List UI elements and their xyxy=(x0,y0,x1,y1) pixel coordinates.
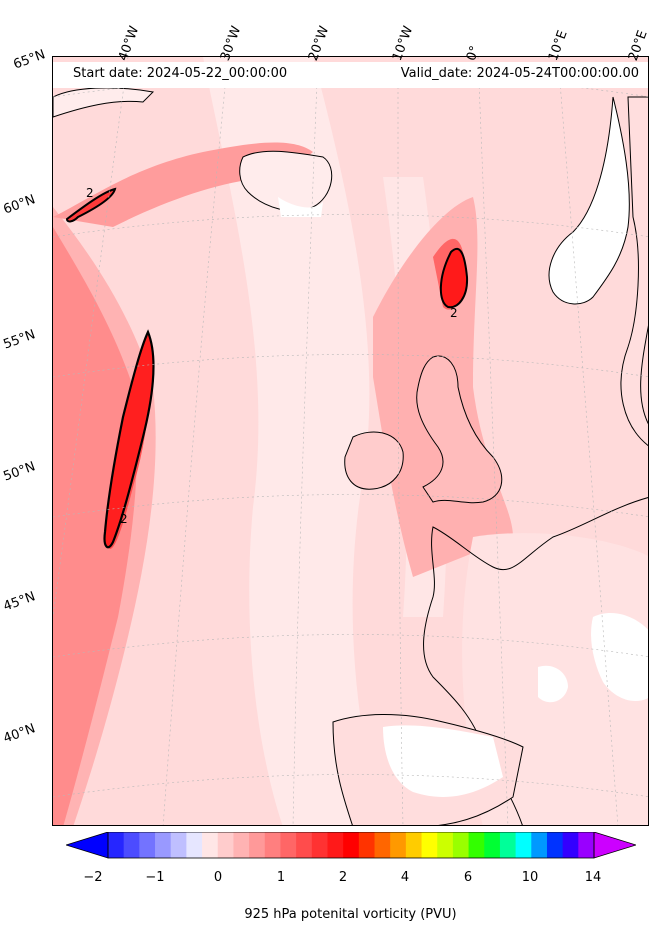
colorbar-segment xyxy=(515,832,532,858)
colorbar-title: 925 hPa potenital vorticity (PVU) xyxy=(244,907,457,922)
scandinavia-outline xyxy=(548,96,630,305)
iceland-outline xyxy=(239,150,333,212)
cb-tick-14: 14 xyxy=(584,870,602,885)
colorbar-segment xyxy=(499,832,517,858)
valid-date-label: Valid_date: 2024-05-24T00:00:00.00 xyxy=(400,66,639,81)
lat-label-55: 55°N xyxy=(1,327,38,353)
cb-tick-10: 10 xyxy=(521,870,539,885)
colorbar-segment xyxy=(390,832,407,858)
map-canvas xyxy=(53,57,648,825)
header-strip xyxy=(53,62,648,88)
cb-tick-0: 0 xyxy=(213,870,223,885)
cb-tick-minus1: −1 xyxy=(145,870,165,885)
colorbar-segment xyxy=(296,832,313,858)
lat-label-60: 60°N xyxy=(1,192,38,218)
lat-label-50: 50°N xyxy=(1,459,38,485)
colorbar-segment xyxy=(468,832,485,858)
map-panel xyxy=(52,56,649,826)
colorbar-segment xyxy=(437,832,454,858)
colorbar-segment xyxy=(202,832,219,858)
colorbar xyxy=(66,832,636,859)
contour-label-northsea: 2 xyxy=(450,306,458,320)
colorbar-segment xyxy=(233,832,250,858)
lat-label-65: 65°N xyxy=(11,47,48,73)
pv-low-band xyxy=(203,57,383,825)
pv-contour-west xyxy=(103,329,155,549)
iberia-blank xyxy=(383,725,503,797)
colorbar-segment xyxy=(452,832,470,858)
pv-west-band xyxy=(53,227,137,825)
colorbar-segment xyxy=(311,832,328,858)
colorbar-frame xyxy=(107,832,595,859)
colorbar-segments xyxy=(108,832,595,858)
colorbar-segment xyxy=(374,832,391,858)
colorbar-segment xyxy=(484,832,501,858)
colorbar-segment xyxy=(139,832,156,858)
cb-tick-6: 6 xyxy=(463,870,473,885)
colorbar-segment xyxy=(264,832,281,858)
cb-tick-1: 1 xyxy=(276,870,286,885)
greenland-outline xyxy=(53,87,155,118)
ireland-outline xyxy=(344,431,404,490)
cb-tick-minus2: −2 xyxy=(83,870,103,885)
colorbar-segment xyxy=(123,832,140,858)
colorbar-segment xyxy=(155,832,172,858)
colorbar-segment xyxy=(531,832,548,858)
colorbar-segment xyxy=(562,832,579,858)
start-date-label: Start date: 2024-05-22_00:00:00 xyxy=(73,66,288,81)
pv-contour-north xyxy=(65,187,117,223)
colorbar-segment xyxy=(280,832,297,858)
colorbar-segment xyxy=(405,832,423,858)
colorbar-segment xyxy=(358,832,376,858)
colorbar-segment xyxy=(217,832,234,858)
lat-label-45: 45°N xyxy=(1,589,38,615)
colorbar-segment xyxy=(421,832,438,858)
cb-tick-2: 2 xyxy=(338,870,348,885)
alps-blank-2 xyxy=(538,665,568,703)
colorbar-segment xyxy=(546,832,564,858)
pv-contour-northsea xyxy=(439,247,469,309)
contour-label-north: 2 xyxy=(86,186,94,200)
colorbar-segment xyxy=(186,832,203,858)
colorbar-min-arrow xyxy=(66,832,109,859)
alps-blank xyxy=(591,613,648,701)
colorbar-segment xyxy=(578,832,595,858)
colorbar-max-arrow xyxy=(593,832,636,859)
contour-label-west: 2 xyxy=(120,512,128,526)
sweden-outline xyxy=(620,96,648,446)
colorbar-segment xyxy=(249,832,266,858)
cb-tick-4: 4 xyxy=(400,870,410,885)
colorbar-segment xyxy=(170,832,187,858)
colorbar-segment xyxy=(108,832,125,858)
great-britain-outline xyxy=(416,355,503,504)
colorbar-segment xyxy=(327,832,344,858)
lat-label-40: 40°N xyxy=(1,721,38,747)
colorbar-segment xyxy=(343,832,360,858)
